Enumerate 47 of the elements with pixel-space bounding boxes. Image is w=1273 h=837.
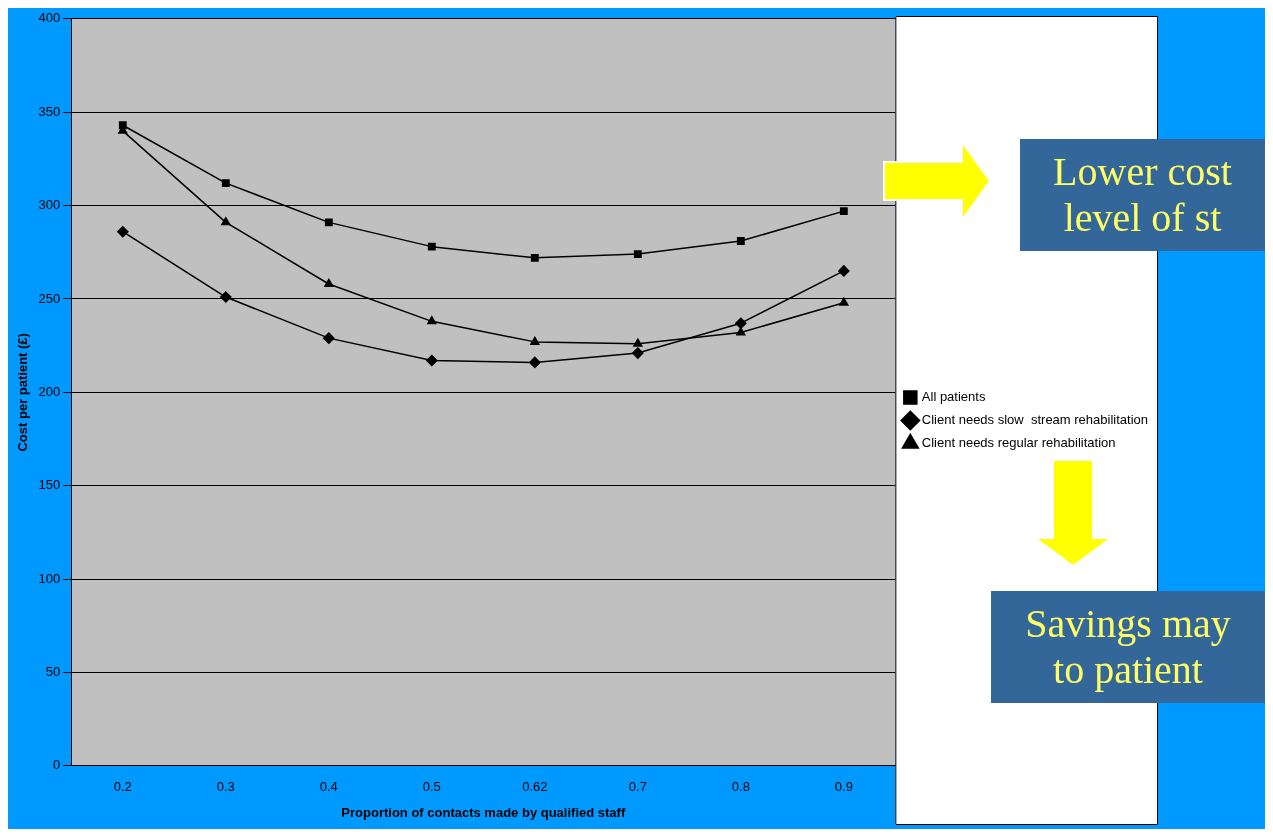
point (736, 327, 746, 336)
point (118, 121, 127, 130)
point (530, 253, 539, 262)
point (633, 338, 643, 347)
y-tick-label: 0 (53, 757, 61, 773)
y-tick-label: 200 (38, 383, 61, 399)
text: Lower cost level of st (1020, 139, 1265, 251)
legend-label: Client needs regular rehabilitation (921, 435, 1116, 451)
y-axis-title: Cost per patient (£) (15, 333, 31, 452)
y-tick-label: 400 (38, 10, 61, 26)
x-tick-label: 0.5 (422, 779, 441, 795)
y-tick-label: 150 (38, 477, 61, 493)
point (426, 354, 438, 367)
y-tick-label: 100 (38, 570, 61, 586)
y-tick-label: 50 (45, 664, 61, 679)
x-tick-label: 0.7 (628, 779, 647, 795)
x-tick-label: 0.8 (731, 779, 750, 795)
y-tick-label: 300 (38, 197, 61, 213)
point (220, 291, 232, 303)
point (324, 218, 333, 227)
y-tick-label: 250 (38, 290, 61, 306)
point (323, 332, 335, 344)
point (633, 250, 642, 259)
point (529, 356, 541, 369)
x-tick-label: 0.2 (113, 779, 132, 795)
text: Savings may to patient (991, 591, 1265, 703)
point (735, 317, 747, 329)
point (427, 242, 436, 251)
point (839, 297, 849, 306)
x-tick-label: 0.62 (522, 779, 548, 795)
point (221, 217, 231, 226)
point (221, 179, 230, 188)
legend-label: All patients (921, 389, 986, 405)
point (839, 207, 848, 216)
point (530, 336, 540, 345)
point (838, 265, 850, 277)
point (736, 237, 745, 245)
x-tick-label: 0.3 (216, 779, 235, 795)
point (117, 225, 129, 238)
x-axis-title: Proportion of contacts made by qualified staff (341, 804, 626, 820)
y-tick-label: 350 (38, 103, 61, 119)
point (324, 278, 334, 287)
x-tick-label: 0.4 (319, 779, 338, 795)
point (632, 347, 644, 359)
legend-label: Client needs slow stream rehabilitation (921, 412, 1148, 428)
x-tick-label: 0.9 (834, 779, 853, 795)
point (427, 316, 437, 325)
